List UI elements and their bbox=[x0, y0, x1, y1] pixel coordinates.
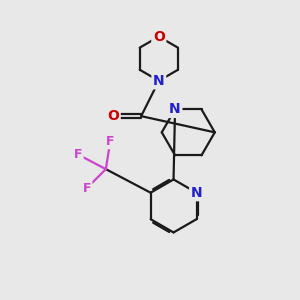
Text: O: O bbox=[107, 109, 119, 123]
Text: F: F bbox=[74, 148, 82, 161]
Text: N: N bbox=[153, 74, 165, 88]
Text: N: N bbox=[191, 186, 202, 200]
Text: O: O bbox=[153, 30, 165, 44]
Text: F: F bbox=[82, 182, 91, 195]
Text: N: N bbox=[169, 102, 181, 116]
Text: F: F bbox=[106, 135, 115, 148]
